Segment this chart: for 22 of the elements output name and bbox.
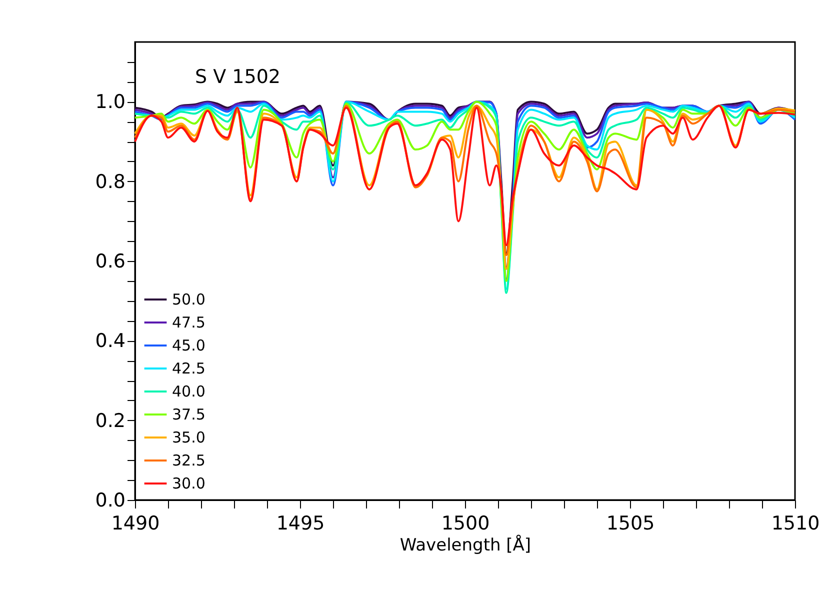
x-tick-label: 1490 <box>111 512 160 534</box>
x-axis-title: Wavelength [Å] <box>400 534 532 556</box>
y-tick-label: 0.0 <box>95 490 126 512</box>
legend-label: 42.5 <box>172 360 206 378</box>
legend-label: 30.0 <box>172 474 206 492</box>
x-tick-label: 1500 <box>441 512 490 534</box>
legend-label: 35.0 <box>172 428 206 446</box>
x-tick-label: 1510 <box>771 512 820 534</box>
text: S V 1502 <box>195 66 280 88</box>
x-tick-label: 1505 <box>606 512 655 534</box>
legend-label: 37.5 <box>172 406 206 424</box>
legend-label: 50.0 <box>172 290 206 308</box>
legend-label: 45.0 <box>172 336 206 354</box>
x-tick-label: 1495 <box>276 512 325 534</box>
legend-label: 47.5 <box>172 314 206 332</box>
y-tick-label: 0.8 <box>95 170 126 193</box>
y-tick-label: 0.6 <box>95 250 126 273</box>
y-tick-label: 0.2 <box>95 410 126 432</box>
legend-label: 40.0 <box>172 382 206 400</box>
y-tick-label: 0.4 <box>95 330 126 352</box>
y-tick-label: 1.0 <box>95 91 126 114</box>
legend-label: 32.5 <box>172 452 206 470</box>
